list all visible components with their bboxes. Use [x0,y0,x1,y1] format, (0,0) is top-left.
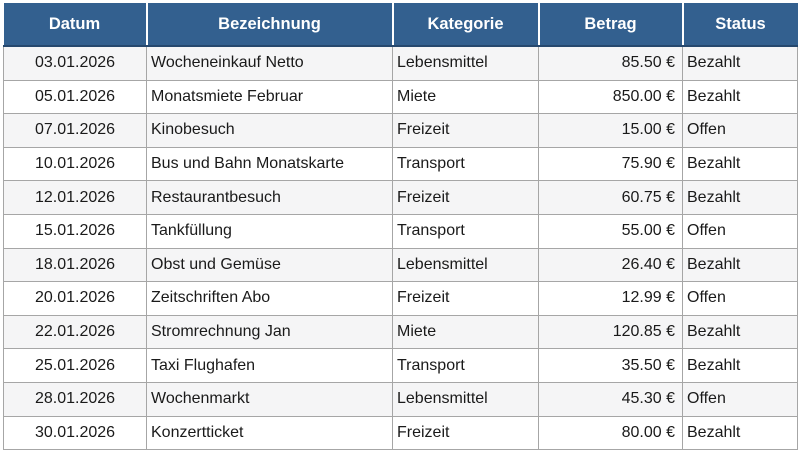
cell-status: Bezahlt [682,79,798,115]
cell-betrag: 75.90 € [538,146,683,182]
cell-betrag: 55.00 € [538,213,683,249]
expenses-table-container: Datum Bezeichnung Kategorie Betrag Statu… [3,3,798,451]
cell-status: Bezahlt [682,45,798,81]
cell-status: Bezahlt [682,180,798,215]
cell-betrag: 60.75 € [538,180,683,215]
cell-bezeichnung: Bus und Bahn Monatskarte [146,146,393,182]
cell-betrag: 12.99 € [538,281,683,316]
table-body: 03.01.2026 Wocheneinkauf Netto Lebensmitte… [3,45,798,451]
cell-kategorie: Lebensmittel [392,45,539,81]
table-row: 05.01.2026 Monatsmiete Februar Miete 850.00… [3,79,798,115]
cell-betrag: 80.00 € [538,415,683,451]
cell-status: Offen [682,281,798,316]
column-header-datum: Datum [3,3,148,47]
cell-bezeichnung: Monatsmiete Februar [146,79,393,115]
column-header-kategorie: Kategorie [392,3,540,47]
table-row: 10.01.2026 Bus und Bahn Monatskarte Transp… [3,146,798,182]
cell-status: Bezahlt [682,314,798,350]
cell-betrag: 120.85 € [538,314,683,350]
cell-bezeichnung: Taxi Flughafen [146,348,393,383]
cell-datum: 10.01.2026 [3,146,147,182]
cell-datum: 12.01.2026 [3,180,147,215]
column-header-betrag: Betrag [538,3,684,47]
cell-kategorie: Miete [392,79,539,115]
cell-kategorie: Transport [392,213,539,249]
cell-status: Bezahlt [682,247,798,283]
cell-bezeichnung: Kinobesuch [146,113,393,148]
column-header-status: Status [682,3,798,47]
cell-status: Bezahlt [682,348,798,383]
cell-datum: 25.01.2026 [3,348,147,383]
table-row: 30.01.2026 Konzertticket Freizeit 80.00 € Be… [3,415,798,451]
cell-bezeichnung: Tankfüllung [146,213,393,249]
table-row: 12.01.2026 Restaurantbesuch Freizeit 60.75 … [3,180,798,215]
header-row: Datum Bezeichnung Kategorie Betrag Statu… [3,3,798,47]
cell-betrag: 85.50 € [538,45,683,81]
cell-status: Bezahlt [682,415,798,451]
table-row: 20.01.2026 Zeitschriften Abo Freizeit 12.99… [3,281,798,316]
cell-bezeichnung: Wochenmarkt [146,381,393,417]
cell-status: Offen [682,381,798,417]
cell-datum: 03.01.2026 [3,45,147,81]
cell-kategorie: Freizeit [392,113,539,148]
cell-bezeichnung: Restaurantbesuch [146,180,393,215]
cell-kategorie: Freizeit [392,180,539,215]
cell-bezeichnung: Zeitschriften Abo [146,281,393,316]
cell-datum: 05.01.2026 [3,79,147,115]
cell-kategorie: Lebensmittel [392,247,539,283]
cell-kategorie: Freizeit [392,415,539,451]
cell-betrag: 850.00 € [538,79,683,115]
cell-kategorie: Lebensmittel [392,381,539,417]
cell-datum: 22.01.2026 [3,314,147,350]
expenses-table: Datum Bezeichnung Kategorie Betrag Statu… [3,3,798,451]
column-header-bezeichnung: Bezeichnung [146,3,394,47]
cell-status: Offen [682,113,798,148]
table-row: 28.01.2026 Wochenmarkt Lebensmittel 45.30 €… [3,381,798,417]
cell-datum: 07.01.2026 [3,113,147,148]
cell-betrag: 45.30 € [538,381,683,417]
cell-betrag: 15.00 € [538,113,683,148]
cell-datum: 28.01.2026 [3,381,147,417]
cell-bezeichnung: Konzertticket [146,415,393,451]
table-row: 22.01.2026 Stromrechnung Jan Miete 120.85 €… [3,314,798,350]
table-row: 03.01.2026 Wocheneinkauf Netto Lebensmitte… [3,45,798,81]
cell-kategorie: Transport [392,146,539,182]
table-row: 07.01.2026 Kinobesuch Freizeit 15.00 € Offen [3,113,798,148]
cell-bezeichnung: Stromrechnung Jan [146,314,393,350]
cell-kategorie: Transport [392,348,539,383]
cell-status: Offen [682,213,798,249]
cell-datum: 20.01.2026 [3,281,147,316]
cell-datum: 15.01.2026 [3,213,147,249]
cell-datum: 30.01.2026 [3,415,147,451]
table-row: 15.01.2026 Tankfüllung Transport 55.00 € Off… [3,213,798,249]
cell-betrag: 35.50 € [538,348,683,383]
cell-kategorie: Miete [392,314,539,350]
cell-bezeichnung: Obst und Gemüse [146,247,393,283]
table-row: 18.01.2026 Obst und Gemüse Lebensmittel 26.… [3,247,798,283]
cell-status: Bezahlt [682,146,798,182]
cell-bezeichnung: Wocheneinkauf Netto [146,45,393,81]
table-row: 25.01.2026 Taxi Flughafen Transport 35.50 €… [3,348,798,383]
cell-datum: 18.01.2026 [3,247,147,283]
cell-kategorie: Freizeit [392,281,539,316]
cell-betrag: 26.40 € [538,247,683,283]
